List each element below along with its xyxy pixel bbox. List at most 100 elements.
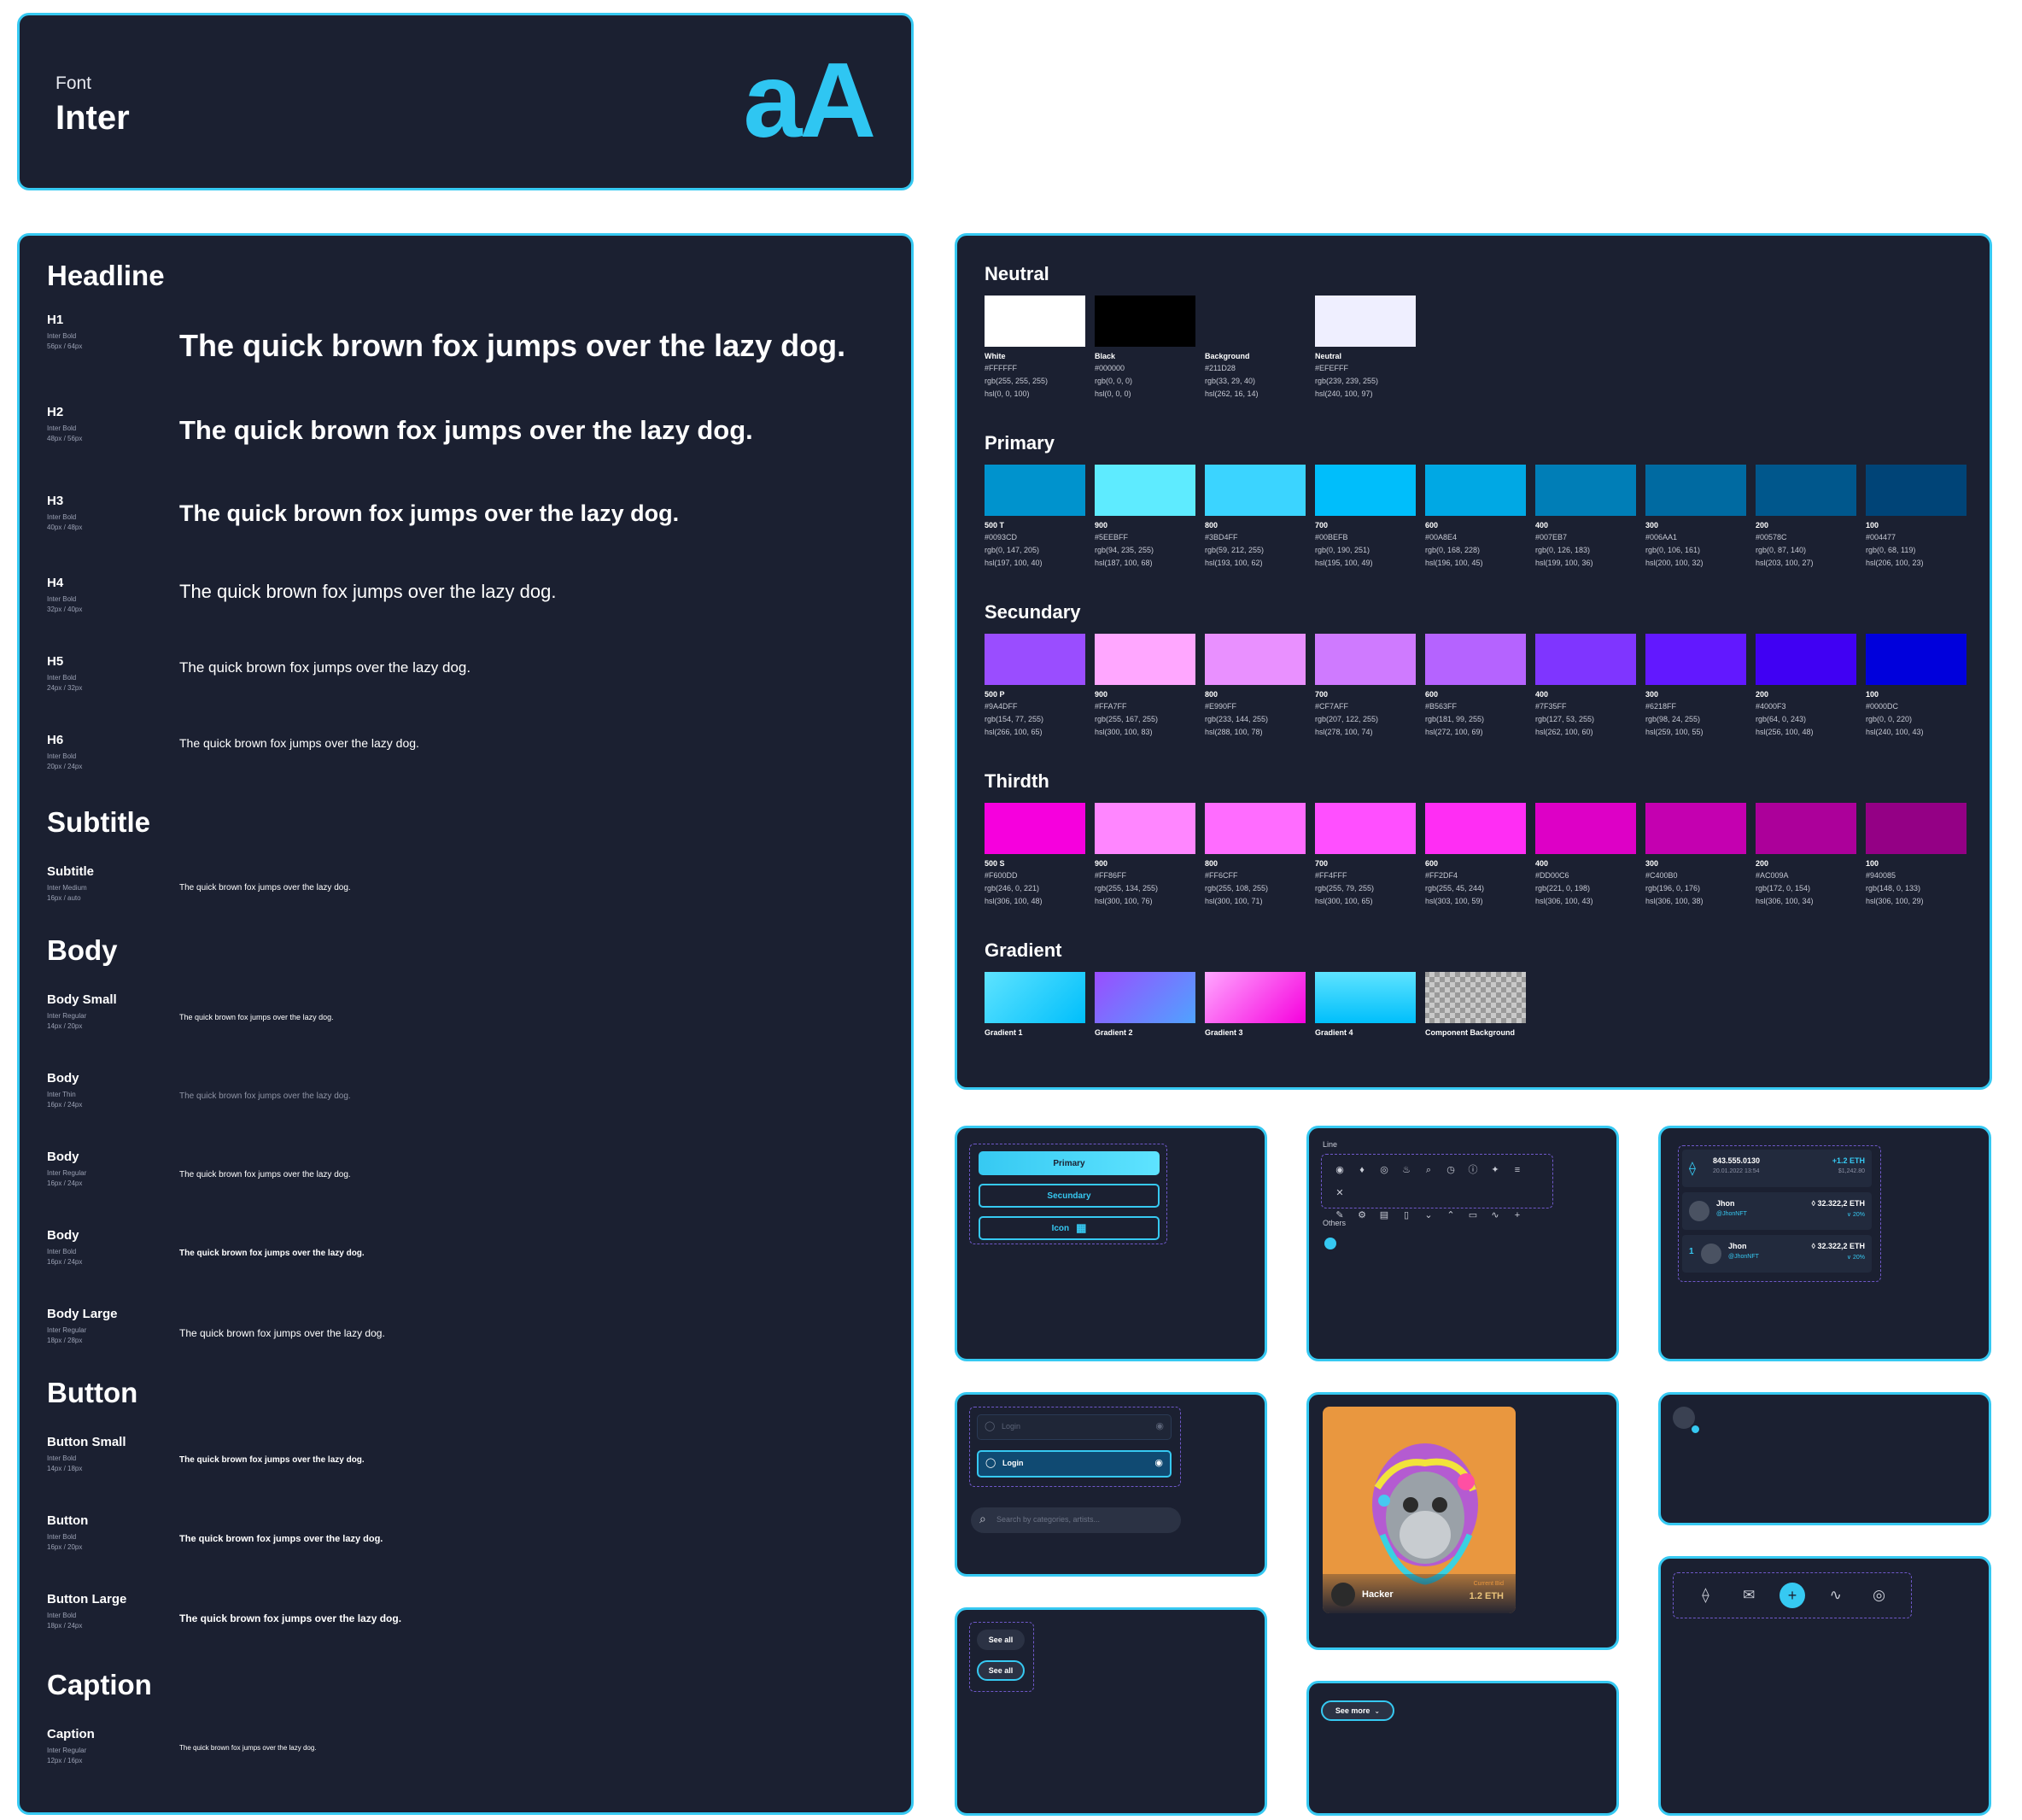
color-swatch-hsl: hsl(306, 100, 48) [985, 897, 1043, 905]
creator-row[interactable]: Jhon @JhonNFT ◊ 32.322,2 ETH ∨ 20% [1682, 1192, 1872, 1230]
color-swatch[interactable]: 200 #00578C rgb(0, 87, 140) hsl(203, 100, 2… [1756, 465, 1856, 568]
color-swatch[interactable]: 400 #007EB7 rgb(0, 126, 183) hsl(199, 100, … [1535, 465, 1636, 568]
color-swatch-box [1425, 465, 1526, 516]
color-swatch[interactable]: Background #211D28 rgb(33, 29, 40) hsl(262,… [1205, 296, 1306, 399]
color-swatch[interactable]: White #FFFFFF rgb(255, 255, 255) hsl(0, 0, … [985, 296, 1085, 399]
color-swatch[interactable]: 300 #006AA1 rgb(0, 106, 161) hsl(200, 100, … [1645, 465, 1746, 568]
nft-card[interactable]: Hacker Current Bid 1.2 ETH [1323, 1407, 1516, 1613]
type-style-row: Body Inter Bold 16px / 24px [47, 1228, 903, 1267]
color-swatch[interactable]: 600 #B563FF rgb(181, 99, 255) hsl(272, 100,… [1425, 634, 1526, 737]
color-swatch-hex: #DD00C6 [1535, 871, 1569, 880]
color-swatch-rgb: rgb(207, 122, 255) [1315, 715, 1379, 723]
flame-icon[interactable]: ♨ [1402, 1165, 1411, 1175]
color-swatch[interactable]: 500 T #0093CD rgb(0, 147, 205) hsl(197, 100… [985, 465, 1085, 568]
card-icon[interactable]: ▭ [1468, 1210, 1478, 1220]
activity-icon[interactable]: ∿ [1829, 1587, 1842, 1603]
color-swatch[interactable]: 700 #CF7AFF rgb(207, 122, 255) hsl(278, 100… [1315, 634, 1416, 737]
stack-icon: ▦ [1076, 1221, 1087, 1234]
wand-icon[interactable]: ✦ [1491, 1165, 1499, 1175]
chevron-down-icon[interactable]: ⌄ [1424, 1210, 1433, 1220]
color-swatch-hex: #AC009A [1756, 871, 1789, 880]
color-swatch[interactable]: Gradient 2 [1095, 972, 1195, 1037]
secondary-button[interactable]: Secundary [979, 1184, 1160, 1208]
see-all-button-active[interactable]: See all [977, 1660, 1025, 1681]
primary-button[interactable]: Primary [979, 1151, 1160, 1175]
type-style-label: Body Large [47, 1307, 118, 1321]
color-swatch[interactable]: 100 #0000DC rgb(0, 0, 220) hsl(240, 100, 43… [1866, 634, 1966, 737]
type-style-meta-line: Inter Bold [47, 513, 77, 521]
color-swatch[interactable]: 200 #AC009A rgb(172, 0, 154) hsl(306, 100, … [1756, 803, 1856, 906]
search-icon[interactable]: ⌕ [1425, 1165, 1432, 1175]
color-swatch[interactable]: 900 #5EEBFF rgb(94, 235, 255) hsl(187, 100,… [1095, 465, 1195, 568]
color-swatch[interactable]: Component Background [1425, 972, 1526, 1037]
login-field-default[interactable]: ◯ Login ◉ [977, 1414, 1172, 1440]
type-style-meta-line: 20px / 24px [47, 763, 83, 770]
color-swatch[interactable]: 100 #004477 rgb(0, 68, 119) hsl(206, 100, 2… [1866, 465, 1966, 568]
color-swatch[interactable]: 500 P #9A4DFF rgb(154, 77, 255) hsl(266, 10… [985, 634, 1085, 737]
color-swatch[interactable]: 900 #FFA7FF rgb(255, 167, 255) hsl(300, 100… [1095, 634, 1195, 737]
type-sample-text: The quick brown fox jumps over the lazy … [179, 581, 557, 602]
color-swatch-hex: #6218FF [1645, 702, 1677, 711]
color-swatch[interactable]: 600 #FF2DF4 rgb(255, 45, 244) hsl(303, 100,… [1425, 803, 1526, 906]
color-swatch-hsl: hsl(240, 100, 43) [1866, 728, 1924, 736]
type-style-meta: Inter Thin 16px / 24px [47, 1090, 128, 1110]
see-more-button[interactable]: See more ⌄ [1321, 1700, 1394, 1721]
color-swatch[interactable]: Gradient 4 [1315, 972, 1416, 1037]
ethereum-icon: ⟠ [1689, 1162, 1696, 1176]
color-swatch[interactable]: Gradient 3 [1205, 972, 1306, 1037]
search-input[interactable]: ⌕ Search by categories, artists... [971, 1507, 1181, 1533]
color-swatch-hsl: hsl(0, 0, 100) [985, 389, 1030, 398]
coins-icon[interactable]: ◎ [1380, 1165, 1388, 1175]
activity-icon[interactable]: ∿ [1491, 1210, 1499, 1220]
color-swatch[interactable]: 600 #00A8E4 rgb(0, 168, 228) hsl(196, 100, … [1425, 465, 1526, 568]
plus-icon[interactable]: + [1514, 1210, 1521, 1220]
color-swatch-hex: #EFEFFF [1315, 364, 1349, 372]
chevron-up-icon[interactable]: ⌃ [1446, 1210, 1455, 1220]
color-swatch-box [1425, 803, 1526, 854]
see-all-button[interactable]: See all [977, 1630, 1025, 1650]
bookmark-icon[interactable]: ▯ [1403, 1210, 1410, 1220]
close-icon[interactable]: ✕ [1335, 1188, 1344, 1198]
eye-icon[interactable]: ◉ [1335, 1165, 1344, 1175]
drop-icon[interactable]: ♦ [1359, 1165, 1365, 1175]
ranked-creator-row[interactable]: 1 Jhon @JhonNFT ◊ 32.322,2 ETH ∨ 20% [1682, 1235, 1872, 1273]
color-swatch[interactable]: 300 #6218FF rgb(98, 24, 255) hsl(259, 100, … [1645, 634, 1746, 737]
color-swatch[interactable]: 100 #940085 rgb(148, 0, 133) hsl(306, 100, … [1866, 803, 1966, 906]
clock-icon[interactable]: ◷ [1446, 1165, 1455, 1175]
color-swatch[interactable]: 800 #FF6CFF rgb(255, 108, 255) hsl(300, 100… [1205, 803, 1306, 906]
color-swatch[interactable]: 700 #FF4FFF rgb(255, 79, 255) hsl(300, 100,… [1315, 803, 1416, 906]
color-swatch-hsl: hsl(197, 100, 40) [985, 559, 1043, 567]
add-button[interactable]: + [1779, 1583, 1805, 1608]
color-swatch[interactable]: 500 S #F600DD rgb(246, 0, 221) hsl(306, 100… [985, 803, 1085, 906]
color-swatch-rgb: rgb(0, 0, 220) [1866, 715, 1913, 723]
color-swatch[interactable]: 200 #4000F3 rgb(64, 0, 243) hsl(256, 100, 4… [1756, 634, 1856, 737]
color-swatch[interactable]: 400 #DD00C6 rgb(221, 0, 198) hsl(306, 100, … [1535, 803, 1636, 906]
info-icon[interactable]: ⓘ [1468, 1165, 1478, 1175]
color-swatch[interactable]: 300 #C400B0 rgb(196, 0, 176) hsl(306, 100, … [1645, 803, 1746, 906]
color-swatch[interactable]: Black #000000 rgb(0, 0, 0) hsl(0, 0, 0) [1095, 296, 1195, 399]
color-swatch[interactable]: 700 #00BEFB rgb(0, 190, 251) hsl(195, 100, … [1315, 465, 1416, 568]
icon-button[interactable]: Icon ▦ [979, 1216, 1160, 1240]
buttons-frame: Primary Secundary Icon ▦ [969, 1144, 1167, 1244]
color-swatch[interactable]: 400 #7F35FF rgb(127, 53, 255) hsl(262, 100,… [1535, 634, 1636, 737]
transaction-row[interactable]: ⟠ 843.555.0130 20.01.2022 13:54 +1.2 ETH… [1682, 1150, 1872, 1187]
edit-icon[interactable]: ✎ [1335, 1210, 1344, 1220]
color-swatch[interactable]: 900 #FF86FF rgb(255, 134, 255) hsl(300, 100… [1095, 803, 1195, 906]
type-style-meta-line: 16px / 24px [47, 1179, 83, 1187]
color-swatch-hex: #E990FF [1205, 702, 1237, 711]
trash-icon[interactable]: ▤ [1379, 1210, 1389, 1220]
login-field-focused[interactable]: ◯ Login ◉ [977, 1450, 1172, 1478]
color-swatch-rgb: rgb(0, 168, 228) [1425, 546, 1481, 554]
ethereum-icon[interactable]: ⟠ [1702, 1587, 1709, 1603]
color-swatch[interactable]: 800 #E990FF rgb(233, 144, 255) hsl(288, 100… [1205, 634, 1306, 737]
filter-icon[interactable]: ≡ [1514, 1165, 1521, 1175]
profile-icon[interactable]: ◎ [1873, 1587, 1885, 1603]
color-swatch[interactable]: 800 #3BD4FF rgb(59, 212, 255) hsl(193, 100,… [1205, 465, 1306, 568]
gear-icon[interactable]: ⚙ [1358, 1210, 1366, 1220]
type-style-meta: Inter Bold 24px / 32px [47, 673, 128, 693]
color-swatch[interactable]: Gradient 1 [985, 972, 1085, 1037]
mail-icon[interactable]: ✉ [1743, 1587, 1756, 1603]
color-swatch[interactable]: Neutral #EFEFFF rgb(239, 239, 255) hsl(240,… [1315, 296, 1416, 399]
color-swatch-rgb: rgb(94, 235, 255) [1095, 546, 1154, 554]
color-group-title-secundary: Secundary [985, 601, 1081, 623]
